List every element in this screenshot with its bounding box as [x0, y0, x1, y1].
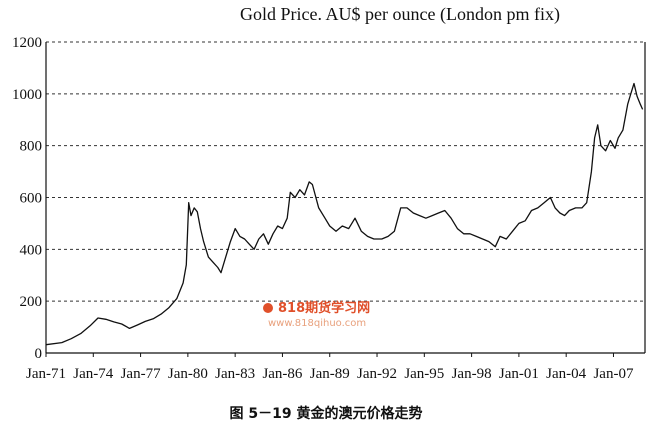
y-tick-label-600: 600: [20, 191, 43, 207]
watermark-logo-icon: [263, 303, 273, 313]
y-tick-label-0: 0: [35, 346, 43, 362]
y-tick-label-400: 400: [20, 242, 43, 258]
y-axis-ticks: 0 200 400 600 800 1000 1200: [12, 35, 42, 362]
x-tick-label-1974: Jan-74: [73, 366, 113, 382]
x-tick-label-1998: Jan-98: [452, 366, 492, 382]
x-axis-ticks: Jan-71 Jan-74 Jan-77 Jan-80 Jan-83 Jan-86 Jan-…: [26, 353, 634, 382]
figure-caption: 图 5－19 黄金的澳元价格走势: [230, 405, 423, 422]
x-tick-label-1992: Jan-92: [357, 366, 397, 382]
x-tick-label-2007: Jan-07: [593, 366, 633, 382]
x-tick-label-1980: Jan-80: [168, 366, 208, 382]
chart-title: Gold Price. AU$ per ounce (London pm fix…: [240, 4, 560, 25]
watermark-url-text: www.818qihuo.com: [268, 318, 366, 329]
grid-lines: [46, 41, 645, 302]
y-tick-label-1000: 1000: [12, 87, 42, 103]
y-tick-label-1200: 1200: [12, 35, 42, 51]
x-tick-label-2004: Jan-04: [546, 366, 586, 382]
watermark-main-text: 818期货学习网: [278, 300, 370, 316]
y-tick-label-200: 200: [20, 294, 43, 310]
x-tick-label-1995: Jan-95: [404, 366, 444, 382]
x-tick-label-1983: Jan-83: [215, 366, 255, 382]
x-tick-label-1977: Jan-77: [121, 366, 161, 382]
x-tick-label-2001: Jan-01: [499, 366, 539, 382]
watermark: 818期货学习网 www.818qihuo.com: [263, 300, 370, 329]
y-tick-label-800: 800: [20, 139, 43, 155]
series-group: [45, 82, 644, 346]
x-tick-label-1986: Jan-86: [262, 366, 302, 382]
x-tick-label-1989: Jan-89: [310, 366, 350, 382]
x-tick-label-1971: Jan-71: [26, 366, 66, 382]
series-line-0: [45, 82, 644, 346]
